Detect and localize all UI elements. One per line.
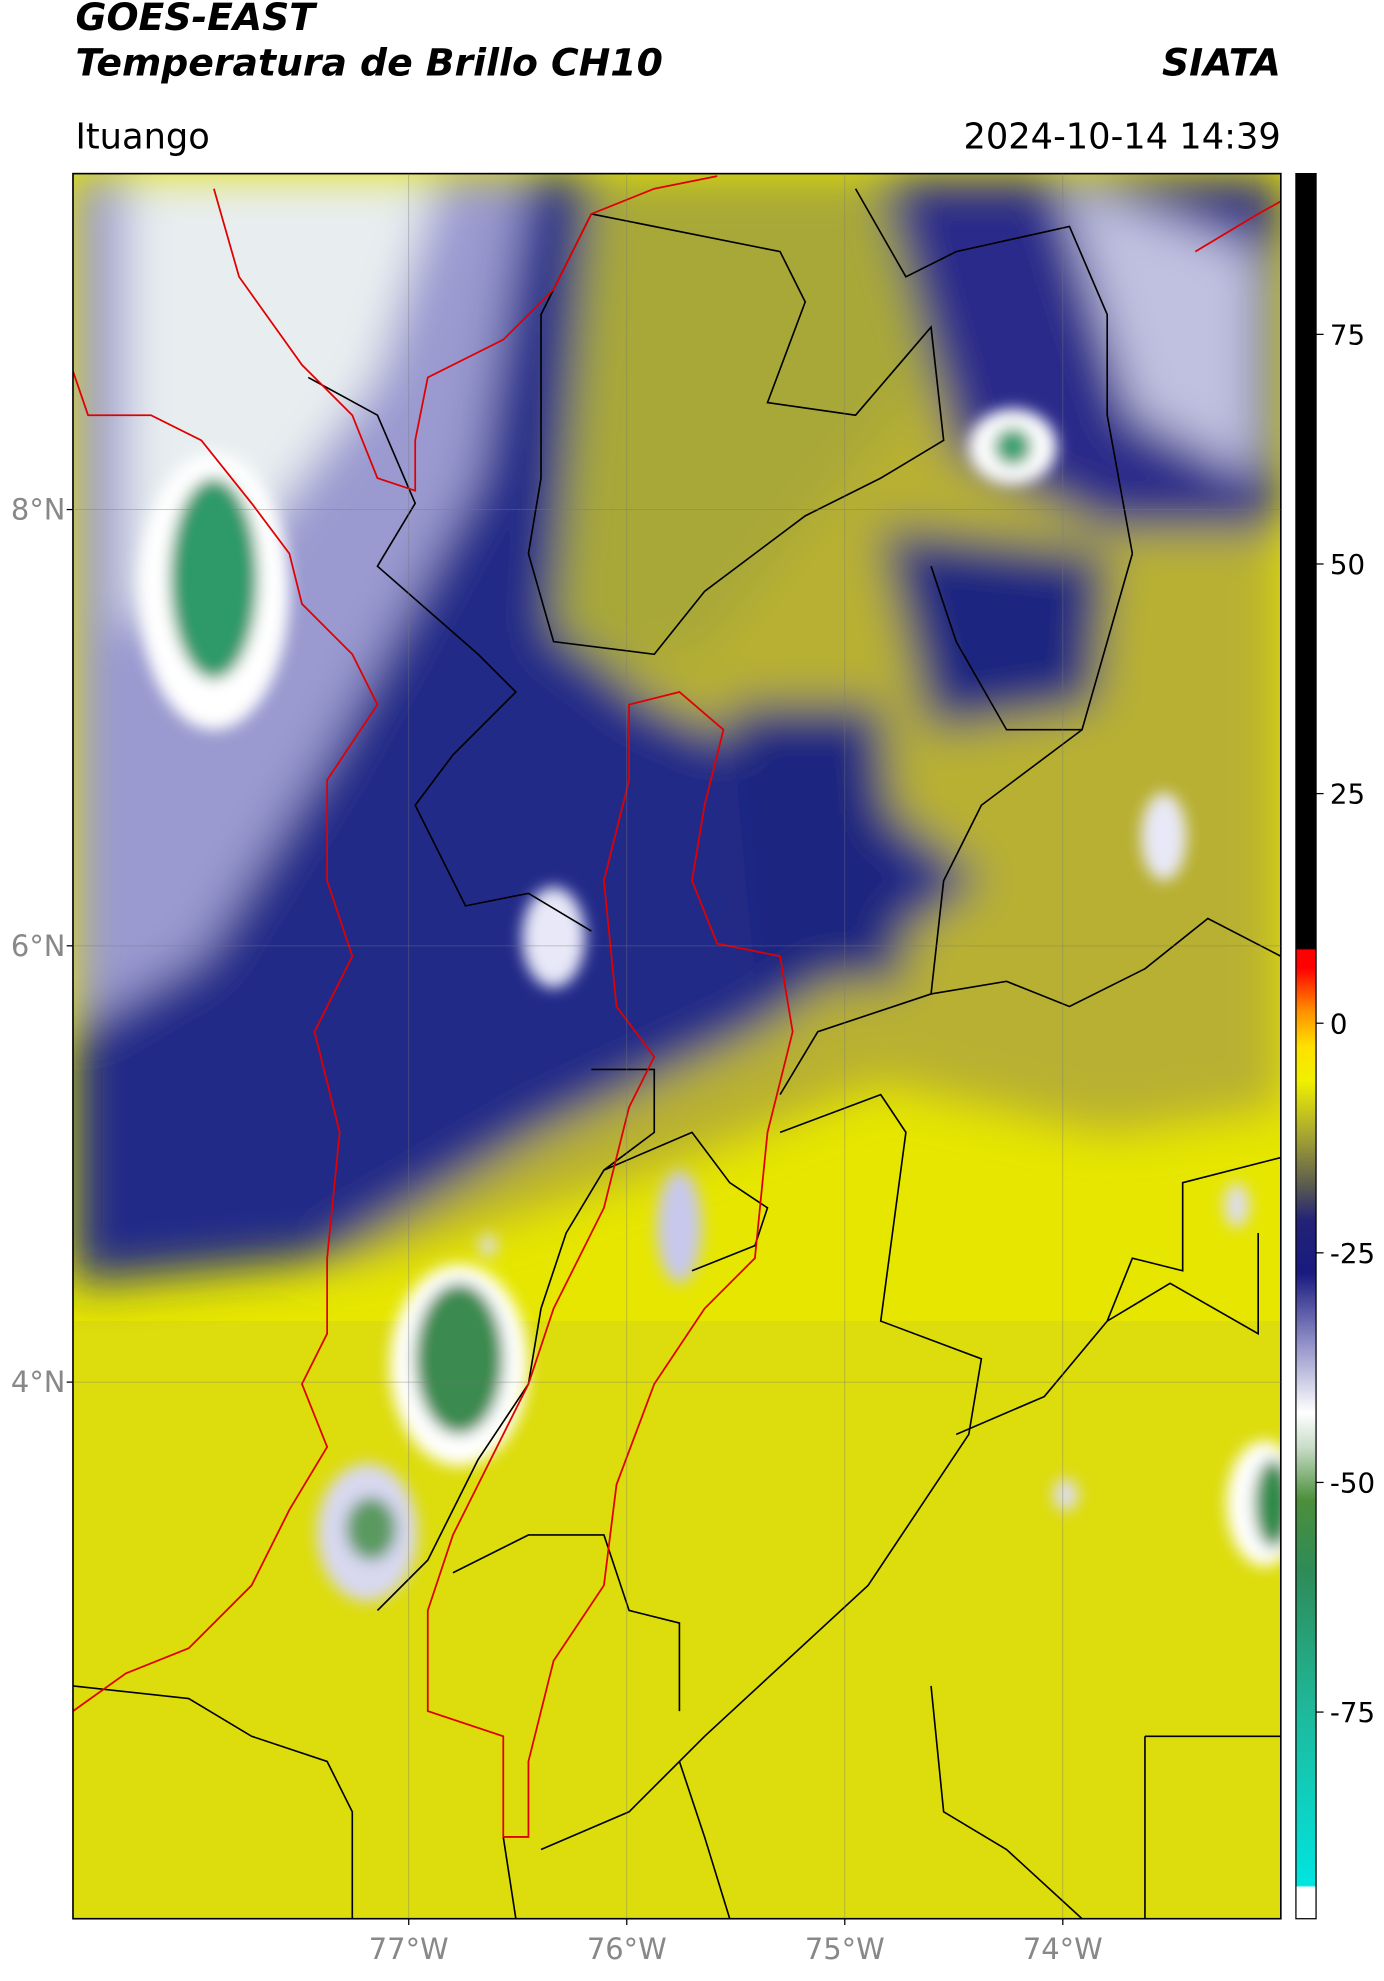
satellite-image <box>72 173 1281 1919</box>
lon-label: 76°W <box>587 1932 667 1966</box>
datetime: 2024-10-14 14:39 <box>963 116 1280 157</box>
title-line: Temperatura de Brillo CH10 <box>75 40 662 84</box>
lon-label: 74°W <box>1023 1932 1103 1966</box>
lat-label: 6°N <box>11 929 66 963</box>
lon-label: 75°W <box>805 1932 885 1966</box>
lon-label: 77°W <box>369 1932 449 1966</box>
location: Ituango <box>75 116 209 157</box>
colorbar-label: -75 <box>1330 1696 1375 1729</box>
map-frame <box>72 172 1282 1920</box>
boundaries <box>72 188 1281 1919</box>
colorbar-label: 0 <box>1330 1007 1348 1040</box>
colorbar-label: -50 <box>1330 1467 1375 1500</box>
colorbar-label: -25 <box>1330 1237 1375 1270</box>
colorbar-label: 75 <box>1330 318 1365 351</box>
title-line: GOES-EAST <box>75 0 318 39</box>
lat-label: 8°N <box>11 493 66 527</box>
lat-label: 4°N <box>11 1365 66 1399</box>
colorbar-label: 25 <box>1330 778 1365 811</box>
colorbar-label: 50 <box>1330 548 1365 581</box>
agency: SIATA <box>1162 40 1281 84</box>
colorbar <box>1295 172 1317 1920</box>
